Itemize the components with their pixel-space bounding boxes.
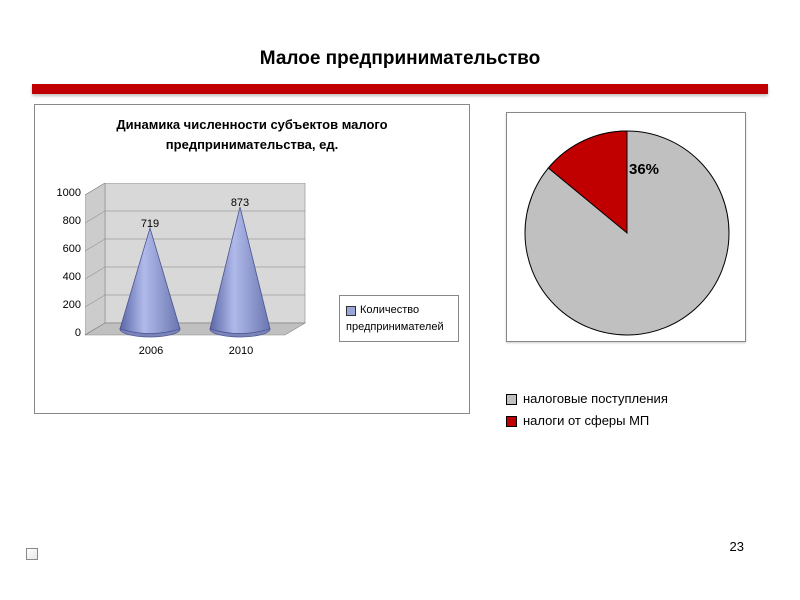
ytick-600: 600 bbox=[47, 243, 81, 255]
cone-chart-legend: Количество предпринимателей bbox=[339, 295, 459, 342]
ytick-800: 800 bbox=[47, 215, 81, 227]
content-area: Динамика численности субъектов малого пр… bbox=[0, 104, 800, 432]
xtick-2006: 2006 bbox=[121, 345, 181, 357]
pie-legend-label-1: налоги от сферы МП bbox=[523, 413, 649, 428]
cone-chart-panel: Динамика численности субъектов малого пр… bbox=[34, 104, 470, 414]
floor bbox=[85, 323, 305, 335]
ytick-0: 0 bbox=[47, 327, 81, 339]
xtick-2010: 2010 bbox=[211, 345, 271, 357]
cone-legend-swatch bbox=[346, 306, 356, 316]
cone-title-line2: предпринимательства, ед. bbox=[166, 137, 338, 152]
pie-chart-legend: налоговые поступления налоги от сферы МП bbox=[506, 388, 746, 432]
ytick-200: 200 bbox=[47, 299, 81, 311]
page-title: Малое предпринимательство bbox=[0, 0, 800, 70]
pie-slice-label: 36% bbox=[629, 161, 659, 178]
pie-legend-item-0: налоговые поступления bbox=[506, 388, 746, 410]
cone-value-2006: 719 bbox=[130, 218, 170, 230]
divider-bar bbox=[32, 84, 768, 94]
pie-chart-svg bbox=[507, 113, 747, 343]
page-number: 23 bbox=[730, 539, 744, 554]
cone-chart-title: Динамика численности субъектов малого пр… bbox=[35, 105, 469, 160]
pie-chart-panel: 36% налоговые поступления налоги от сфер… bbox=[506, 112, 746, 432]
ytick-1000: 1000 bbox=[47, 187, 81, 199]
slide-marker-icon bbox=[26, 548, 38, 560]
ytick-400: 400 bbox=[47, 271, 81, 283]
pie-chart-box: 36% bbox=[506, 112, 746, 342]
cone-title-line1: Динамика численности субъектов малого bbox=[116, 117, 387, 132]
pie-legend-swatch-0 bbox=[506, 394, 517, 405]
pie-legend-item-1: налоги от сферы МП bbox=[506, 410, 746, 432]
cone-plot-area bbox=[85, 183, 325, 363]
pie-legend-swatch-1 bbox=[506, 416, 517, 427]
cone-legend-label: Количество предпринимателей bbox=[346, 304, 444, 333]
side-wall bbox=[85, 183, 105, 335]
pie-legend-label-0: налоговые поступления bbox=[523, 391, 668, 406]
cone-value-2010: 873 bbox=[220, 197, 260, 209]
